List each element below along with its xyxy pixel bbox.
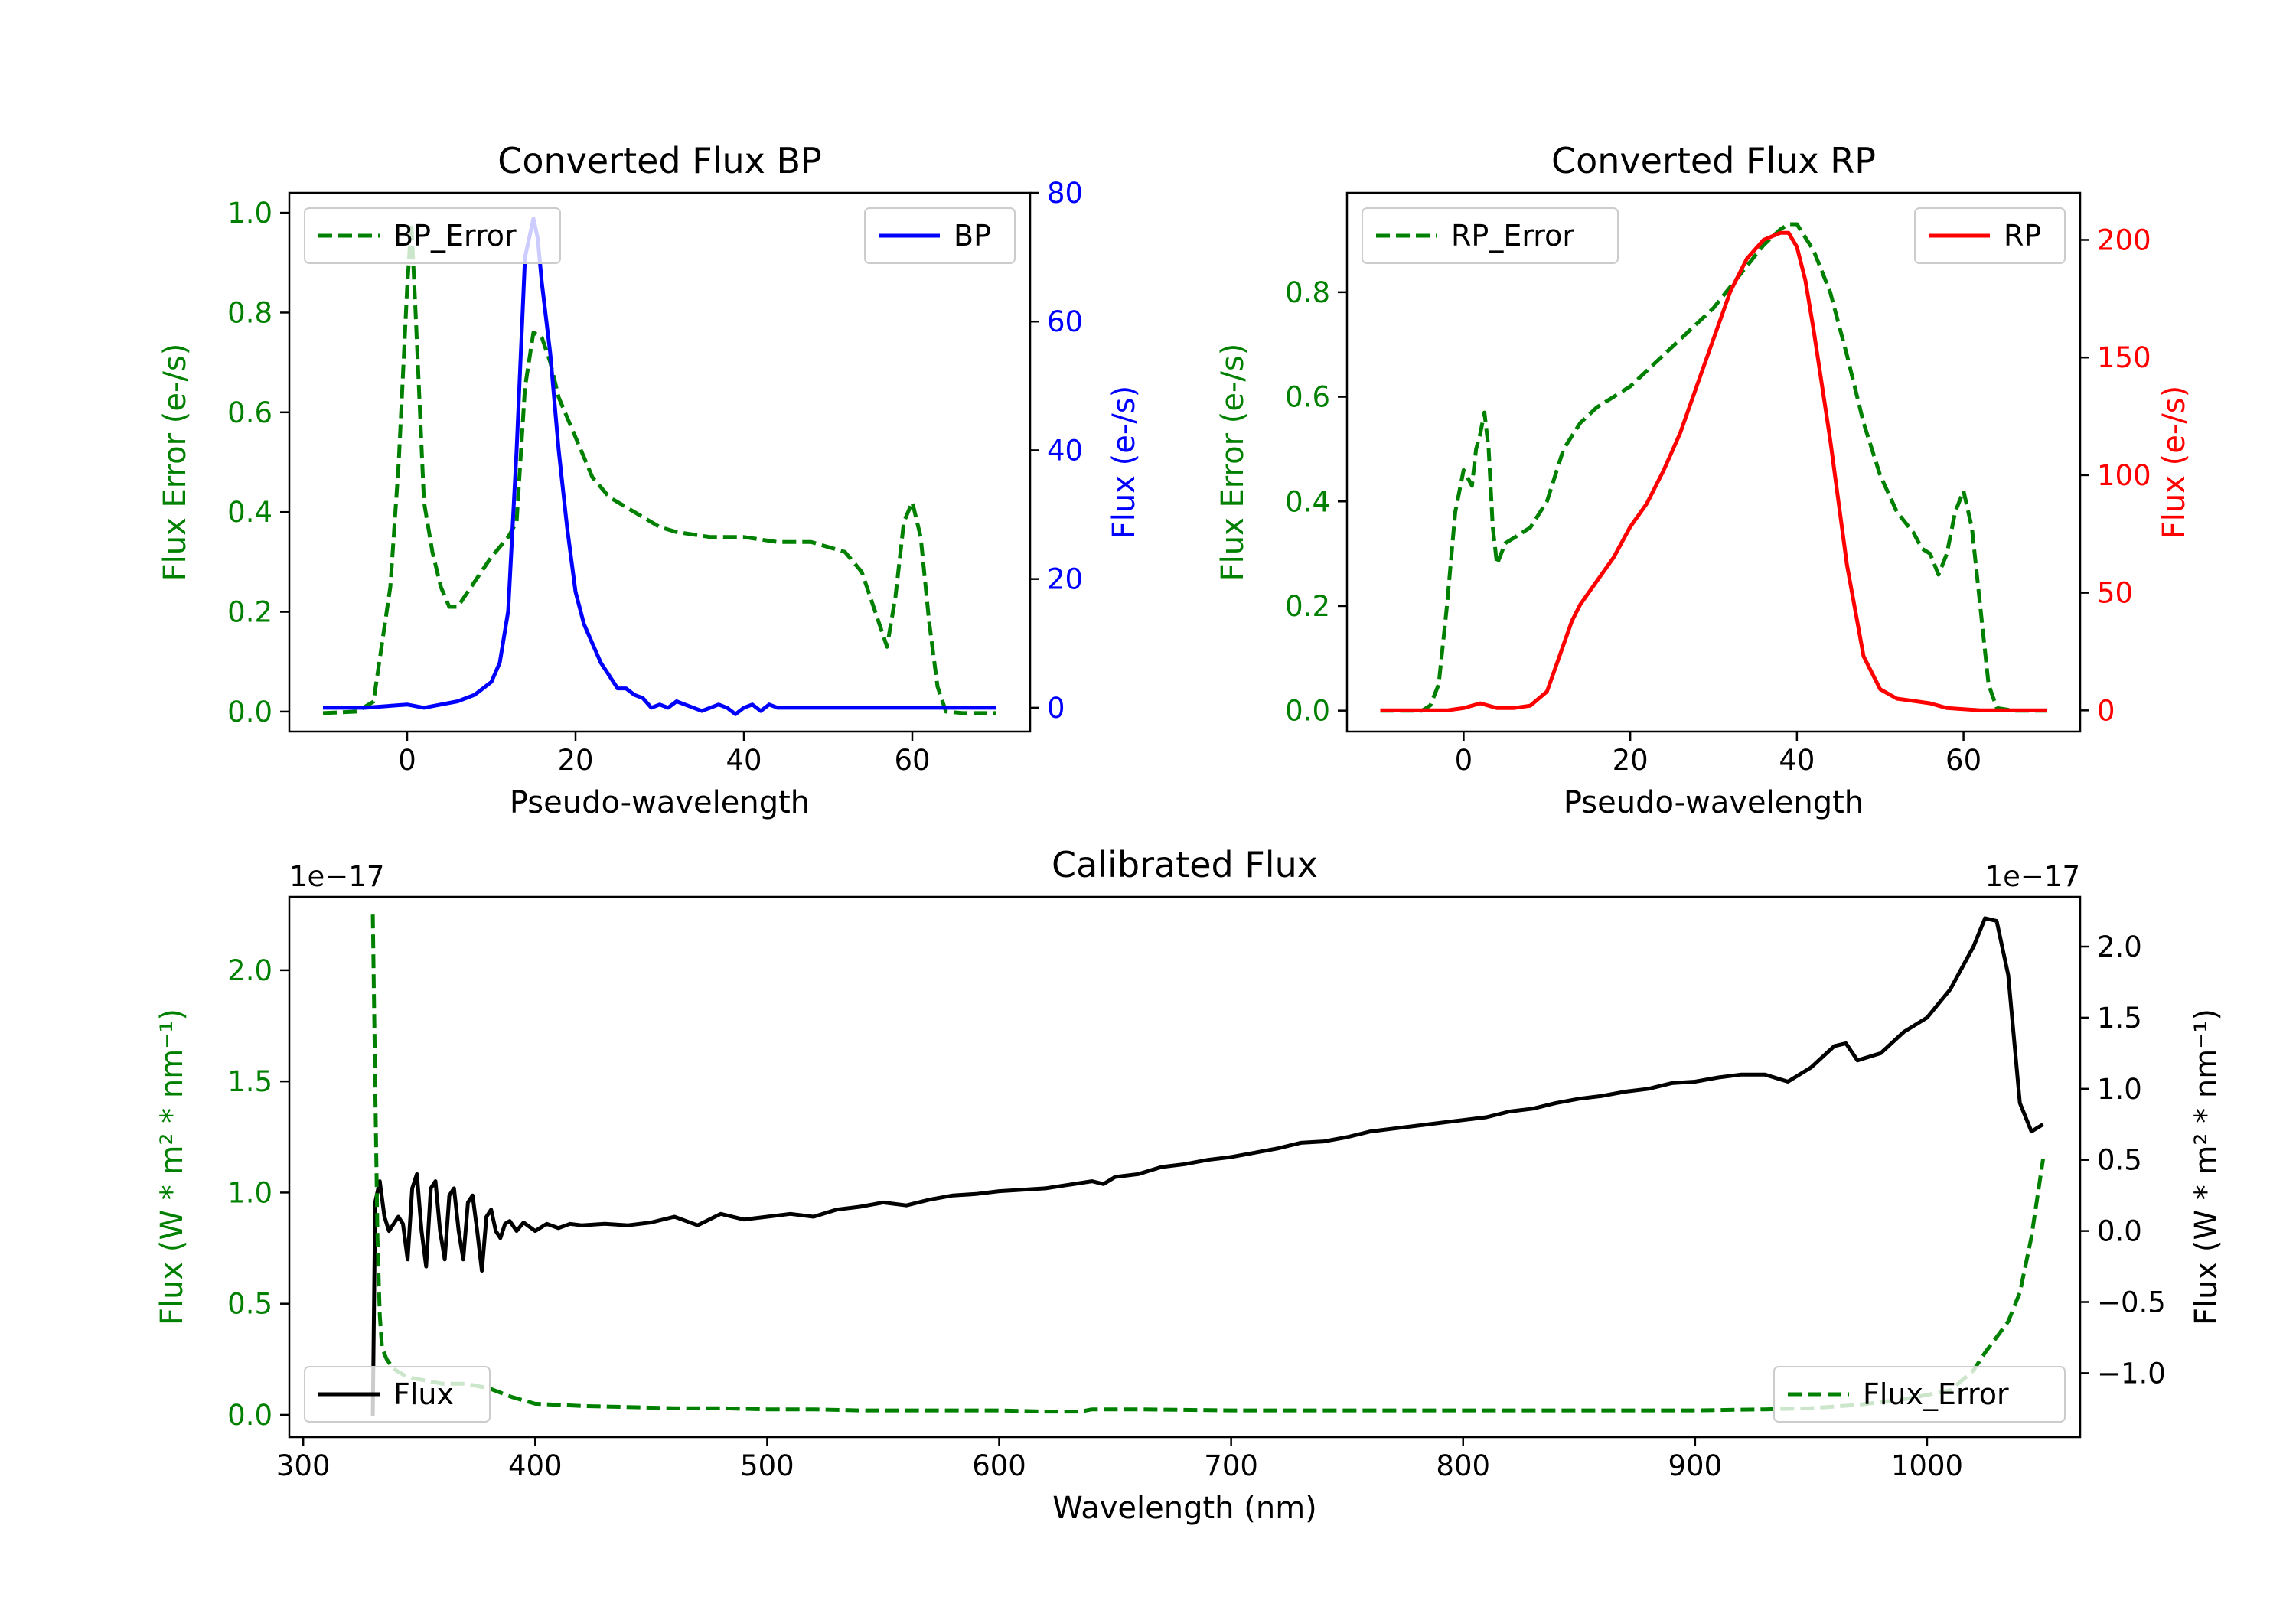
y-right-tick-label: 0.0 (2097, 1215, 2142, 1248)
y-right-tick-label: 1.5 (2097, 1002, 2142, 1035)
x-tick-label: 300 (276, 1449, 331, 1482)
y-right-tick-label: −0.5 (2097, 1286, 2166, 1319)
series-line-rp (1380, 230, 2047, 712)
series-line-rp-error (1380, 222, 2047, 713)
x-tick-label: 20 (1613, 744, 1649, 777)
y-left-tick-label: 0.5 (227, 1288, 272, 1321)
legend-box (304, 1366, 491, 1423)
chart-panel-bp: 0 20 40 60 0.0 0.2 0.4 0.6 0.8 1.0 0 20 40 60 80 Conver… (158, 140, 1142, 820)
x-tick-label: 600 (972, 1449, 1026, 1482)
x-axis-label: Pseudo-wavelength (510, 785, 810, 820)
x-tick-label: 400 (508, 1449, 563, 1482)
y-left-tick-label: 0.0 (1285, 695, 1330, 728)
y-left-tick-label: 0.4 (227, 496, 272, 529)
chart-title: Calibrated Flux (1052, 844, 1318, 885)
y-right-axis-label: Flux (e-/s) (1107, 386, 1142, 539)
y-left-tick-label: 0.0 (227, 696, 272, 729)
y-left-tick-label: 0.8 (227, 296, 272, 329)
legend-label: Flux (393, 1377, 454, 1411)
y-left-tick-label: 1.5 (227, 1065, 272, 1098)
offset-text-right: 1e−17 (1985, 860, 2080, 893)
y-right-tick-label: 60 (1047, 305, 1083, 338)
legend-rp-error: RP_Error (1362, 207, 1619, 264)
series-line-flux (370, 916, 2044, 1416)
x-axis-label: Wavelength (nm) (1052, 1491, 1317, 1526)
series-line-bp (323, 217, 996, 716)
x-tick-label: 20 (557, 744, 593, 777)
y-right-tick-label: 0.5 (2097, 1144, 2142, 1177)
chart-title: Converted Flux RP (1551, 140, 1876, 181)
axes-frame (1345, 191, 2082, 733)
y-right-tick-label: 20 (1047, 563, 1083, 596)
x-tick-label: 900 (1668, 1449, 1723, 1482)
series-group (1380, 222, 2047, 713)
legend-label: BP_Error (393, 219, 517, 253)
offset-text-left: 1e−17 (289, 860, 384, 893)
y-left-tick-label: 0.0 (227, 1399, 272, 1432)
axes-frame (288, 895, 2082, 1439)
legend-label: BP (954, 219, 991, 253)
legend-bp-error: BP_Error (304, 207, 561, 264)
y-left-tick-label: 2.0 (227, 954, 272, 987)
x-tick-label: 40 (1779, 744, 1815, 777)
y-left-tick-label: 0.2 (1285, 590, 1330, 623)
y-right-tick-label: 0 (2097, 694, 2115, 727)
x-tick-label: 1000 (1891, 1449, 1963, 1482)
legend-bp: BP (864, 207, 1016, 264)
legend-flux-error: Flux_Error (1773, 1366, 2066, 1423)
y-left-tick-label: 0.6 (227, 396, 272, 429)
y-right-tick-label: 80 (1047, 177, 1083, 210)
legend-rp: RP (1914, 207, 2066, 264)
y-right-tick-label: 100 (2097, 459, 2151, 492)
legend-label: RP (2004, 219, 2041, 253)
y-left-axis-label: Flux (W * m² * nm⁻¹) (155, 1009, 190, 1325)
chart-title: Converted Flux BP (497, 140, 822, 181)
y-left-tick-label: 0.4 (1285, 485, 1330, 518)
y-right-tick-label: 0 (1047, 692, 1065, 725)
x-tick-label: 0 (1455, 744, 1473, 777)
y-left-tick-label: 0.8 (1285, 276, 1330, 309)
legend-box (1362, 207, 1619, 264)
y-left-tick-label: 0.2 (227, 596, 272, 629)
axes-frame (288, 191, 1032, 733)
x-tick-label: 700 (1204, 1449, 1258, 1482)
x-tick-label: 60 (894, 744, 930, 777)
y-left-tick-label: 0.6 (1285, 381, 1330, 414)
x-tick-label: 500 (740, 1449, 794, 1482)
series-group (322, 217, 996, 716)
y-right-tick-label: 50 (2097, 577, 2133, 610)
legend-box (304, 207, 561, 264)
y-right-axis-label: Flux (W * m² * nm⁻¹) (2189, 1009, 2224, 1325)
legend-box (1773, 1366, 2066, 1423)
y-right-tick-label: 40 (1047, 434, 1083, 467)
chart-panel-rp: 0 20 40 60 0.0 0.2 0.4 0.6 0.8 0 50 100 150 200 Conver… (1215, 140, 2192, 820)
legend-flux: Flux (304, 1366, 491, 1423)
y-left-axis-label: Flux Error (e-/s) (1215, 344, 1251, 582)
y-right-tick-label: 1.0 (2097, 1073, 2142, 1106)
legend-label: RP_Error (1451, 219, 1574, 253)
y-right-tick-label: 200 (2097, 223, 2151, 256)
y-left-tick-label: 1.0 (227, 1176, 272, 1209)
x-tick-label: 800 (1436, 1449, 1490, 1482)
x-axis-label: Pseudo-wavelength (1564, 785, 1864, 820)
y-right-tick-label: 2.0 (2097, 931, 2142, 963)
chart-panel-calibrated: 300 400 500 600 700 800 900 1000 0.0 0.5 1.0 1.5 2.0… (155, 844, 2224, 1526)
y-right-tick-label: 150 (2097, 341, 2151, 374)
series-line-bp-error (322, 220, 996, 715)
x-tick-label: 40 (726, 744, 762, 777)
y-left-tick-label: 1.0 (227, 197, 272, 230)
y-right-axis-label: Flux (e-/s) (2157, 386, 2192, 539)
y-left-axis-label: Flux Error (e-/s) (158, 344, 193, 582)
y-right-tick-label: −1.0 (2097, 1357, 2166, 1390)
legend-label: Flux_Error (1863, 1377, 2009, 1411)
x-tick-label: 0 (398, 744, 416, 777)
x-tick-label: 60 (1945, 744, 1981, 777)
